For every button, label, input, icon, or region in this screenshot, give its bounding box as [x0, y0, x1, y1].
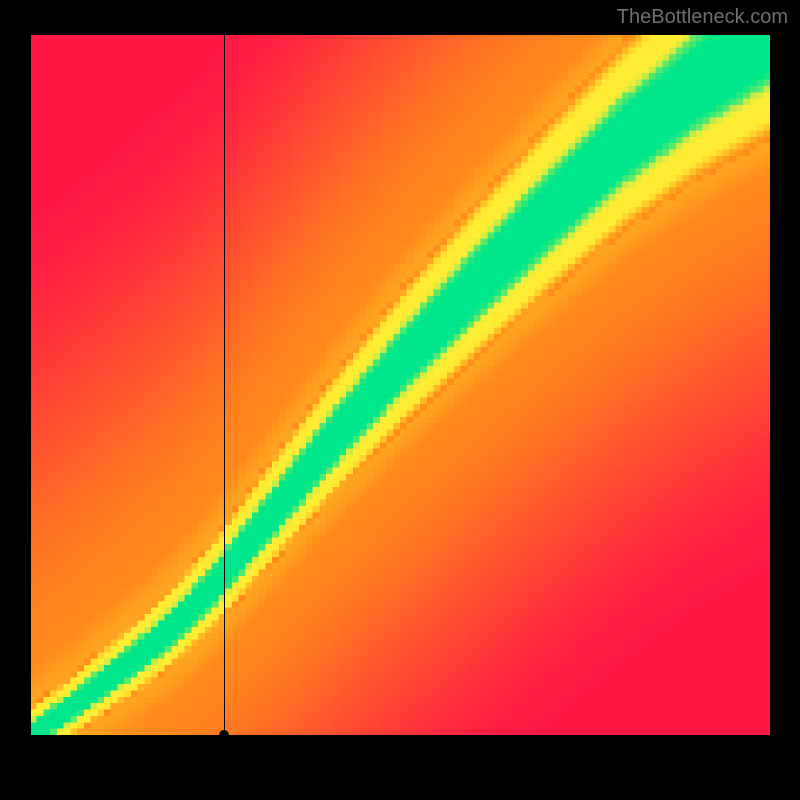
- watermark-text: TheBottleneck.com: [617, 6, 788, 29]
- y-axis: [30, 35, 31, 735]
- x-axis: [30, 735, 770, 736]
- heatmap-plot: [30, 35, 770, 735]
- heatmap-canvas: [30, 35, 770, 735]
- marker-point: [219, 730, 229, 740]
- vertical-guide-line: [224, 35, 225, 735]
